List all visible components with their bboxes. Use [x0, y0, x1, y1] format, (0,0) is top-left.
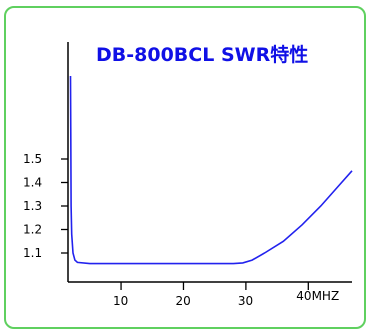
x-tick-label: 20 — [175, 294, 190, 308]
x-tick-label: 10 — [113, 294, 128, 308]
tick-group: 1.1 1.2 1.3 1.4 1.5 10 20 30 40MHZ — [23, 152, 339, 308]
x-tick-label: 30 — [238, 294, 253, 308]
y-tick-label: 1.5 — [23, 152, 42, 166]
y-tick-label: 1.1 — [23, 246, 42, 260]
chart-axes — [67, 42, 352, 283]
y-tick-label: 1.2 — [23, 223, 42, 237]
x-tick-label: 40MHZ — [296, 289, 339, 303]
series-layer — [69, 75, 353, 265]
swr-series-line — [69, 75, 353, 265]
y-tick-label: 1.3 — [23, 199, 42, 213]
chart-title: DB-800BCL SWR特性 — [96, 43, 308, 66]
y-tick-label: 1.4 — [23, 176, 42, 190]
chart-frame — [4, 6, 366, 329]
